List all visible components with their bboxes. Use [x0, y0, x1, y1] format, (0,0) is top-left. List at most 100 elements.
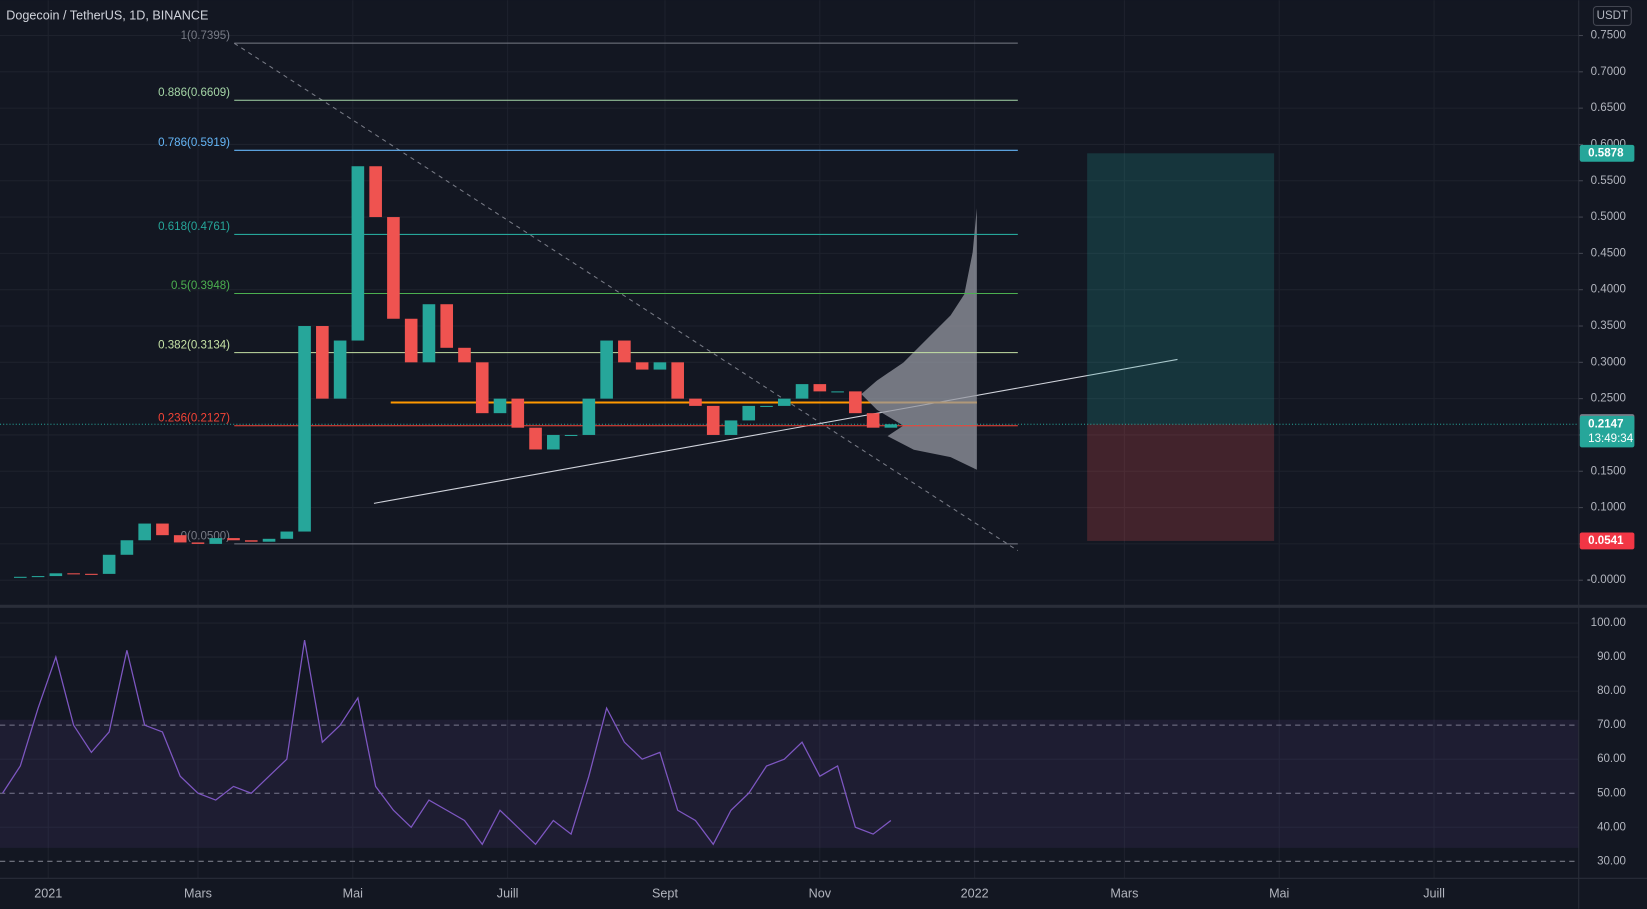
price-tag-label: 0.0541: [1588, 535, 1624, 547]
x-tick-label: Juill: [1423, 886, 1445, 900]
y-tick-label: 0.1500: [1591, 465, 1626, 477]
candle: [209, 538, 223, 544]
candle: [156, 523, 169, 536]
candle: [689, 398, 702, 406]
candle: [795, 384, 809, 399]
fib-label: 0.382(0.3134): [158, 339, 230, 351]
y-tick-label: 0.3000: [1591, 356, 1626, 368]
currency-box[interactable]: [1592, 5, 1632, 26]
price-tag: [1579, 532, 1635, 550]
candle: [404, 318, 418, 363]
rsi-tick-label: 50.00: [1597, 787, 1626, 799]
candle: [635, 362, 649, 370]
price-tag: [1579, 415, 1635, 448]
price-tag-label: 0.2147: [1588, 418, 1623, 430]
candle: [85, 573, 98, 575]
trendline: [373, 358, 1178, 504]
y-tick-label: 0.7500: [1591, 30, 1626, 42]
fib-retracement: 1(0.7395) 0.886(0.6609) 0.786(0.5919) 0.618…: [158, 30, 1018, 545]
candle: [849, 391, 862, 414]
candle: [475, 362, 489, 414]
candle: [724, 420, 738, 435]
x-tick-label: 2022: [961, 886, 989, 900]
candle: [582, 398, 596, 435]
rsi-tick-label: 70.00: [1597, 719, 1626, 731]
countdown: 13:49:34: [1588, 433, 1634, 445]
rsi-band: [0, 719, 1579, 848]
candle: [671, 362, 684, 399]
candle: [547, 434, 560, 450]
x-tick-label: Juill: [497, 886, 519, 900]
rsi-tick-label: 80.00: [1597, 685, 1626, 697]
x-tick-label: Mars: [1110, 886, 1138, 900]
candle: [440, 304, 454, 348]
candle: [298, 326, 311, 532]
candle: [706, 405, 720, 435]
candle: [138, 523, 151, 541]
candle: [742, 405, 756, 421]
y-tick-label: 0.4500: [1591, 247, 1626, 259]
candle: [387, 217, 400, 319]
grid: [0, 0, 1579, 879]
candle: [280, 531, 294, 539]
fib-label: 1(0.7395): [181, 30, 231, 42]
candle: [120, 540, 134, 555]
rsi-tick-label: 90.00: [1597, 651, 1626, 663]
x-tick-label: Mai: [343, 886, 363, 900]
fib-label: 0.786(0.5919): [158, 137, 230, 149]
y-tick-label: 0.5500: [1591, 175, 1626, 187]
x-tick-label: Sept: [652, 886, 678, 900]
candle: [31, 576, 45, 578]
candle: [262, 538, 276, 542]
candle: [866, 413, 880, 428]
candle: [760, 405, 773, 407]
candles: [14, 166, 898, 578]
candle: [529, 427, 542, 450]
rsi-tick-label: 60.00: [1597, 753, 1626, 765]
y-tick-label: 0.5000: [1591, 211, 1626, 223]
currency[interactable]: USDT: [1597, 10, 1628, 22]
fib-label: 0(0.0500): [181, 531, 231, 543]
candle: [600, 340, 613, 399]
rsi-tick-label: 30.00: [1597, 855, 1626, 867]
candle: [102, 554, 116, 574]
candle: [351, 166, 365, 341]
fib-label: 0.886(0.6609): [158, 87, 230, 99]
x-tick-label: Nov: [809, 886, 832, 900]
price-tag-label: 0.5878: [1588, 147, 1624, 159]
candle: [422, 304, 436, 363]
axes: 2021 Mars Mai Juill Sept Nov 2022 Mars Mai Juill 0…: [34, 30, 1635, 900]
y-tick-label: 0.1000: [1591, 502, 1626, 514]
candle: [884, 424, 898, 428]
candle: [458, 347, 471, 363]
candle: [493, 398, 507, 414]
stop-zone: [1087, 424, 1275, 541]
x-tick-label: Mars: [184, 886, 212, 900]
candle: [777, 398, 791, 406]
candle: [67, 573, 80, 575]
candle: [316, 326, 329, 399]
y-tick-label: 0.6500: [1591, 102, 1626, 114]
candle: [227, 538, 240, 541]
y-tick-label: 0.4000: [1591, 284, 1626, 296]
y-tick-label: -0.0000: [1587, 574, 1626, 586]
candle: [618, 340, 631, 363]
candle: [191, 542, 205, 544]
candle: [49, 573, 63, 577]
y-tick-label: 0.7000: [1591, 66, 1626, 78]
chart-title: Dogecoin / TetherUS, 1D, BINANCE: [6, 8, 208, 22]
rsi-tick-label: 40.00: [1597, 821, 1626, 833]
y-tick-label: 0.2500: [1591, 393, 1626, 405]
rsi-line: [2, 639, 892, 846]
candle: [369, 166, 382, 218]
volume-profile: [861, 208, 977, 470]
position-tool: [0, 153, 1579, 541]
candle: [813, 384, 827, 392]
candle: [333, 340, 347, 399]
fib-label: 0.618(0.4761): [158, 221, 230, 233]
price-tag: [1579, 144, 1635, 162]
fib-label: 0.236(0.2127): [158, 412, 230, 424]
candle: [831, 391, 844, 393]
